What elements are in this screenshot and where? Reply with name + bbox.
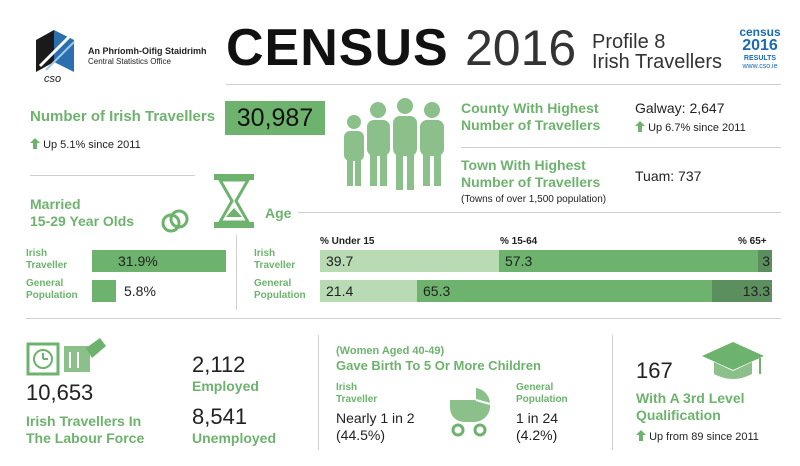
town-value: Tuam: 737 [635,168,702,184]
births-general-label: General Population [516,382,568,405]
married-bar-value: 31.9% [118,253,158,269]
labour-births-divider [318,335,319,450]
travellers-label: Number of Irish Travellers [30,108,216,125]
age-segment: 39.7 [320,250,499,272]
clock-money-icon [26,338,106,376]
graduation-cap-icon [702,342,764,379]
education-value: 167 [636,358,673,383]
births-traveller-value: Nearly 1 in 2 (44.5%) [336,410,415,443]
unemployed-value: 8,541 [192,404,248,429]
travellers-change: Up 5.1% since 2011 [30,138,141,152]
age-segment: 21.4 [320,280,417,302]
unemployed-label: Unemployed [192,430,277,446]
town-label: Town With Highest Number of Travellers [461,157,601,190]
married-age-divider [236,235,237,310]
pram-icon [450,388,491,437]
up-arrow-icon [30,138,40,152]
labour-force-label: Irish Travellers In The Labour Force [26,413,145,446]
cso-logo-icon: cso [36,30,75,84]
age-row-label: Irish Traveller [254,248,296,271]
married-bar-general [92,280,116,302]
age-row-general: 21.4 65.3 13.3 [320,280,772,302]
births-traveller-label: Irish Traveller [336,382,378,405]
age-segment: 57.3 [499,250,758,272]
education-label: With A 3rd Level Qualification [636,390,745,423]
town-note: (Towns of over 1,500 population) [461,194,607,205]
up-arrow-icon [635,121,645,135]
census-results-badge: census 2016 RESULTS www.cso.ie [739,25,781,70]
births-education-divider [612,335,613,450]
married-row-label: General Population [26,278,78,301]
county-divider [461,147,781,148]
age-row-traveller: 39.7 57.3 3 [320,250,772,272]
left-divider [30,175,195,176]
hourglass-icon [214,174,254,228]
married-bar-value: 5.8% [124,283,156,299]
age-row-label: General Population [254,278,306,301]
births-general-value: 1 in 24 (4.2%) [516,410,559,443]
up-arrow-icon [636,430,646,444]
age-header-under15: % Under 15 [320,236,375,247]
employed-label: Employed [192,378,259,394]
county-label: County With Highest Number of Travellers [461,100,601,133]
county-value: Galway: 2,647 [635,100,725,116]
age-title: Age [265,205,292,221]
org-english-name: Central Statistics Office [88,57,171,66]
births-title: (Women Aged 40-49) Gave Birth To 5 Or Mo… [336,345,541,373]
bottom-divider [26,318,781,319]
header-divider [226,84,781,85]
age-header-15-64: % 15-64 [500,236,538,247]
county-change: Up 6.7% since 2011 [635,121,746,135]
people-group-icon [344,98,444,190]
age-segment: 13.3 [712,280,772,302]
married-bar-traveller: 31.9% [92,250,226,272]
wedding-rings-icon [161,209,189,233]
census-title: CENSUS [226,19,449,77]
employed-value: 2,112 [192,352,246,377]
married-title: Married 15-29 Year Olds [30,196,135,229]
education-change: Up from 89 since 2011 [636,430,759,444]
census-year: 2016 [465,20,577,76]
svg-text:cso: cso [44,73,61,84]
travellers-value-box: 30,987 [225,101,325,135]
age-segment: 65.3 [417,280,712,302]
profile-subject: Irish Travellers [592,51,723,73]
age-divider [298,212,781,213]
age-header-65plus: % 65+ [738,236,767,247]
org-irish-name: An Phríomh-Oifig Staidrimh [88,46,207,56]
profile-number: Profile 8 [592,31,666,53]
travellers-value: 30,987 [236,104,314,132]
age-segment: 3 [758,250,772,272]
married-row-label: Irish Traveller [26,248,68,271]
labour-force-value: 10,653 [26,380,94,405]
